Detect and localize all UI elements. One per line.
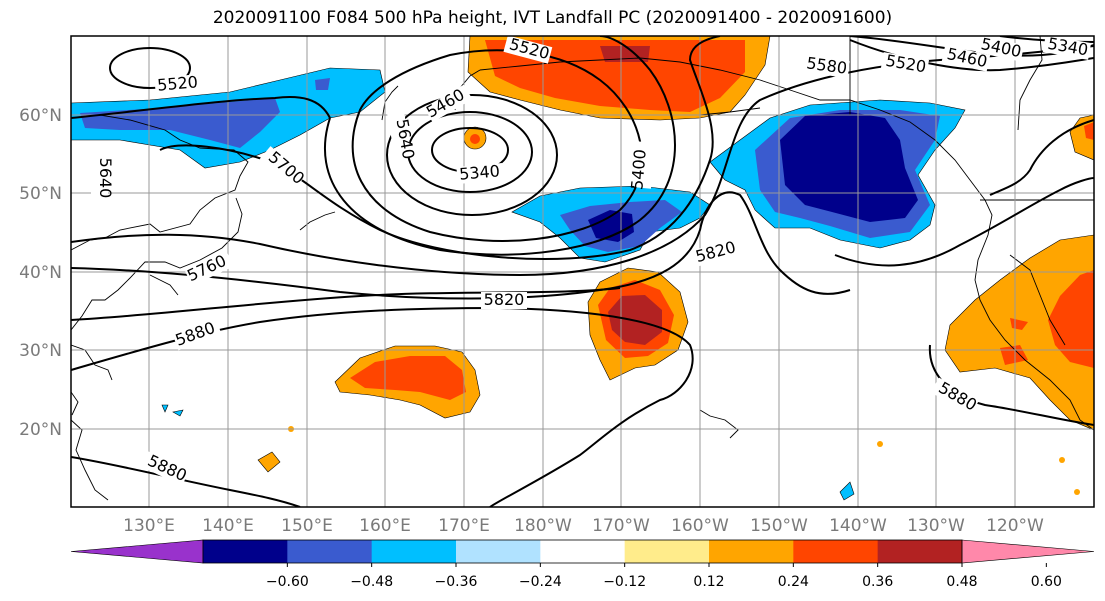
contour-label: 5520 <box>884 51 927 77</box>
longitude-label: 130°E <box>123 516 175 536</box>
contour-label-bg <box>140 451 190 486</box>
contour-label-bg <box>259 146 306 189</box>
latitude-label: 30°N <box>19 341 62 361</box>
contour-label-bg <box>503 35 553 64</box>
colorbar-tick-label: −0.36 <box>435 574 478 590</box>
longitude-label: 140°W <box>829 516 887 536</box>
colorbar-tick-label: 0.60 <box>1031 574 1062 590</box>
colorbar-tick-label: 0.24 <box>778 574 809 590</box>
colorbar-bin <box>540 540 626 563</box>
longitude-label: 150°E <box>281 516 333 536</box>
latitude-label: 40°N <box>19 263 62 283</box>
longitude-label: 160°E <box>359 516 411 536</box>
colorbar-bin <box>287 540 373 563</box>
contour-label: 5880 <box>173 318 218 350</box>
colorbar-bin <box>371 540 457 563</box>
longitude-label: 150°W <box>750 516 808 536</box>
contour-label-bg <box>1042 35 1092 60</box>
colorbar-tick-label: −0.24 <box>519 574 562 590</box>
colorbar-tick-label: 0.48 <box>946 574 977 590</box>
contour-label-bg <box>172 318 222 351</box>
map-title: 2020091100 F084 500 hPa height, IVT Land… <box>212 8 893 28</box>
contour-label-bg <box>941 45 991 72</box>
latitude-label: 60°N <box>19 106 62 126</box>
contour-label-bg <box>91 150 108 196</box>
contour-label: 5880 <box>145 451 190 485</box>
colorbar-bin <box>456 540 541 563</box>
contour-label-bg <box>481 292 527 309</box>
contour-label: 5820 <box>484 290 525 309</box>
contour-label-bg <box>184 251 234 286</box>
colorbar: −0.60 −0.48 −0.36 −0.24 −0.12 0.12 0.24 0.36 0.4… <box>70 539 1095 590</box>
longitude-label: 160°W <box>671 516 729 536</box>
longitude-label: 130°W <box>907 516 965 536</box>
map-frame <box>70 35 1095 508</box>
longitude-label: 170°W <box>592 516 650 536</box>
contour-label-bg <box>880 52 930 77</box>
colorbar-bin <box>877 540 963 563</box>
contour-label-bg <box>801 54 850 79</box>
colorbar-bin <box>793 540 879 563</box>
contour-label: 5580 <box>805 53 848 77</box>
longitude-label: 180°W <box>514 516 572 536</box>
colorbar-bin <box>624 540 710 563</box>
contour-label-bg <box>154 74 202 95</box>
colorbar-tick-label: −0.12 <box>603 574 646 590</box>
contour-label: 5640 <box>96 158 115 199</box>
contour-label: 5340 <box>1046 34 1089 60</box>
contour-label-bg <box>634 141 655 189</box>
contour-label-bg <box>692 238 742 267</box>
contour-label: 5880 <box>935 378 980 415</box>
longitude-label: 140°E <box>202 516 254 536</box>
colorbar-extend-low <box>70 539 204 564</box>
graticule <box>71 36 1094 507</box>
contour-label-bg <box>387 110 412 160</box>
colorbar-tick-label: −0.48 <box>350 574 393 590</box>
longitude-label: 120°W <box>986 516 1044 536</box>
contour-label: 5520 <box>156 72 198 94</box>
contour-label: 5400 <box>627 148 649 190</box>
colorbar-extend-high <box>961 539 1095 564</box>
latitude-labels: 60°N 50°N 40°N 30°N 20°N <box>19 106 62 440</box>
contour-label-bg <box>975 35 1025 62</box>
contour-label-bg <box>424 84 473 123</box>
colorbar-outline <box>202 539 963 564</box>
colorbar-bin <box>203 540 288 563</box>
colorbar-tick-label: 0.12 <box>693 574 724 590</box>
longitude-label: 170°E <box>438 516 490 536</box>
contour-label-bg <box>930 377 979 416</box>
colorbar-bin <box>709 540 794 563</box>
latitude-label: 20°N <box>19 420 62 440</box>
latitude-label: 50°N <box>19 184 62 204</box>
colorbar-tick-label: 0.36 <box>862 574 893 590</box>
colorbar-tick-label: −0.60 <box>266 574 309 590</box>
longitude-labels: 130°E 140°E 150°E 160°E 170°E 180°W 170°W 160°W… <box>123 516 1044 536</box>
contour-label-bg <box>456 163 504 184</box>
contour-label: 5340 <box>458 161 500 183</box>
